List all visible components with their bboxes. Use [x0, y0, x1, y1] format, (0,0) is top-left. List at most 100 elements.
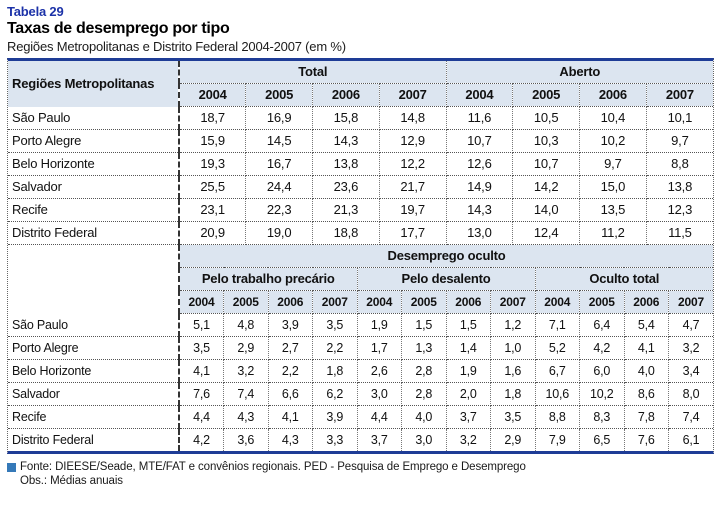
value-cell: 7,8: [624, 405, 669, 429]
group-header-row: Regiões Metropolitanas Total Aberto: [8, 61, 713, 107]
value-cell: 17,7: [379, 221, 447, 245]
subgroup-header-row: Pelo trabalho precário Pelo desalento Oc…: [8, 267, 713, 291]
group-header-aberto: Aberto: [446, 61, 713, 84]
value-cell: 3,9: [312, 405, 358, 429]
page-subtitle: Regiões Metropolitanas e Distrito Federa…: [7, 39, 346, 54]
value-cell: 1,5: [401, 313, 447, 337]
table-row: Salvador 25,5 24,4 23,6 21,7 14,9 14,2 15,0 13,8: [8, 175, 713, 199]
region-cell: Distrito Federal: [8, 221, 180, 245]
value-cell: 3,5: [490, 405, 536, 429]
value-cell: 9,7: [646, 129, 713, 153]
empty-corner-cell: [8, 245, 180, 314]
footnotes: Fonte: DIEESE/Seade, MTE/FAT e convênios…: [7, 461, 714, 487]
value-cell: 10,7: [446, 129, 514, 153]
value-cell: 10,1: [646, 106, 713, 130]
value-cell: 18,8: [312, 221, 380, 245]
value-cell: 10,6: [535, 382, 580, 406]
table-row: São Paulo 18,7 16,9 15,8 14,8 11,6 10,5 10,4 10,…: [8, 106, 713, 130]
group-header-desalento: Pelo desalento: [357, 267, 536, 291]
table-row: Belo Horizonte 19,3 16,7 13,8 12,2 12,6 10,7 9,…: [8, 152, 713, 176]
value-cell: 2,9: [490, 428, 536, 451]
value-cell: 7,9: [535, 428, 580, 451]
value-cell: 12,9: [379, 129, 447, 153]
table-row: Distrito Federal 4,2 3,6 4,3 3,3 3,7 3,0 3,2 2,9…: [8, 428, 713, 451]
value-cell: 11,6: [446, 106, 514, 130]
value-cell: 6,0: [579, 359, 625, 383]
value-cell: 3,7: [446, 405, 491, 429]
value-cell: 8,3: [579, 405, 625, 429]
value-cell: 2,2: [268, 359, 313, 383]
value-cell: 13,0: [446, 221, 514, 245]
value-cell: 4,1: [268, 405, 313, 429]
table-row: Porto Alegre 3,5 2,9 2,7 2,2 1,7 1,3 1,4 1,0 5,2 4…: [8, 336, 713, 360]
value-cell: 1,5: [446, 313, 491, 337]
value-cell: 25,5: [179, 175, 247, 199]
source-note: Fonte: DIEESE/Seade, MTE/FAT e convênios…: [20, 461, 526, 473]
table-row: Distrito Federal 20,9 19,0 18,8 17,7 13,0 12,4…: [8, 221, 713, 245]
value-cell: 16,7: [245, 152, 313, 176]
value-cell: 3,6: [223, 428, 269, 451]
value-cell: 19,7: [379, 198, 447, 222]
year-header: 2006: [624, 290, 669, 314]
table-desemprego-oculto: Desemprego oculto Pelo trabalho precário…: [8, 245, 713, 451]
table-row: Salvador 7,6 7,4 6,6 6,2 3,0 2,8 2,0 1,8 10,6 10,2…: [8, 382, 713, 406]
column-header-regioes: Regiões Metropolitanas: [8, 61, 180, 107]
region-cell: Recife: [8, 405, 180, 429]
value-cell: 15,8: [312, 106, 380, 130]
value-cell: 10,2: [579, 382, 625, 406]
value-cell: 13,5: [579, 198, 647, 222]
group-header-total: Total: [179, 61, 447, 84]
value-cell: 2,0: [446, 382, 491, 406]
value-cell: 6,1: [682, 433, 700, 447]
legend-square-icon: [7, 462, 16, 472]
value-cell: 19,3: [179, 152, 247, 176]
value-cell: 7,6: [624, 428, 669, 451]
value-cell: 2,7: [268, 336, 313, 360]
table-row: Porto Alegre 15,9 14,5 14,3 12,9 10,7 10,3 10,2…: [8, 129, 713, 153]
value-cell: 8,6: [624, 382, 669, 406]
year-header: 2006: [312, 83, 380, 107]
value-cell: 4,4: [357, 405, 402, 429]
value-cell: 8,0: [668, 382, 713, 406]
year-header: 2006: [268, 290, 313, 314]
year-header: 2004: [357, 290, 402, 314]
year-header: 2005: [401, 290, 447, 314]
group-header-desemprego-oculto: Desemprego oculto: [179, 245, 713, 268]
value-cell: 4,7: [668, 313, 713, 337]
year-header-row: 2004 2005 2006 2007 2004 2005 2006 2007 …: [8, 290, 713, 314]
value-cell: 1,0: [490, 336, 536, 360]
value-cell: 23,6: [312, 175, 380, 199]
value-cell: 4,8: [223, 313, 269, 337]
value-cell: 21,3: [312, 198, 380, 222]
value-cell: 1,9: [446, 359, 491, 383]
table-number: Tabela 29: [7, 4, 64, 19]
year-header: 2004: [446, 83, 514, 107]
value-cell: 5,2: [535, 336, 580, 360]
value-cell: 4,4: [179, 405, 224, 429]
region-cell: Salvador: [8, 382, 180, 406]
value-cell: 1,9: [357, 313, 402, 337]
table-row: Recife 4,4 4,3 4,1 3,9 4,4 4,0 3,7 3,5 8,8 8,3 7,8 7…: [8, 405, 713, 429]
value-cell: 3,7: [357, 428, 402, 451]
value-cell: 14,2: [512, 175, 580, 199]
value-cell: 13,8: [312, 152, 380, 176]
value-cell: 2,2: [312, 336, 358, 360]
region-cell: São Paulo: [8, 313, 180, 337]
year-header: 2005: [245, 83, 313, 107]
value-cell: 6,6: [268, 382, 313, 406]
table-row: São Paulo 5,1 4,8 3,9 3,5 1,9 1,5 1,5 1,2 7,1 6,4 5…: [8, 313, 713, 337]
year-header: 2007: [646, 83, 713, 107]
year-header: 2005: [512, 83, 580, 107]
value-cell: 8,8: [535, 405, 580, 429]
value-cell: 3,0: [357, 382, 402, 406]
value-cell: 13,8: [646, 175, 713, 199]
super-header-row: Desemprego oculto: [8, 245, 713, 314]
value-cell: 4,3: [268, 428, 313, 451]
value-cell: 18,7: [179, 106, 247, 130]
value-cell: 10,5: [512, 106, 580, 130]
value-cell: 4,1: [179, 359, 224, 383]
value-cell: 2,8: [401, 382, 447, 406]
value-cell: 4,2: [179, 428, 224, 451]
value-cell: 12,3: [646, 198, 713, 222]
